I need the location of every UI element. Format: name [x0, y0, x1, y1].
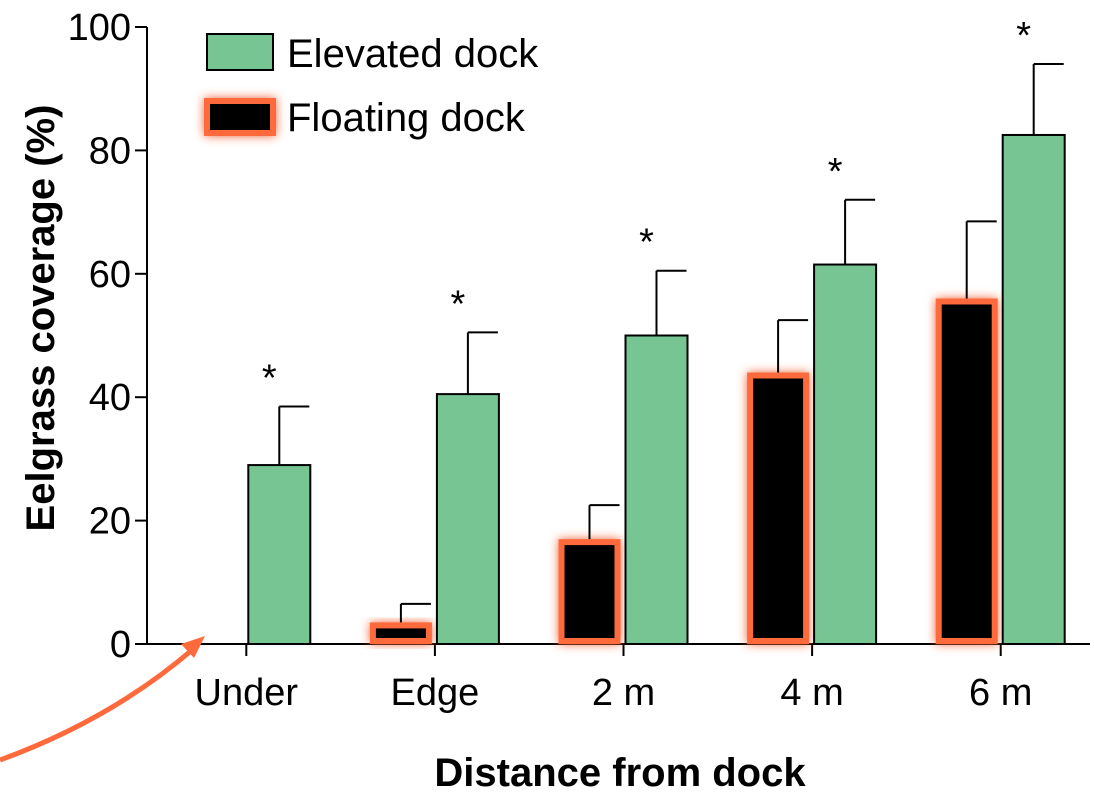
error-bars: [278, 63, 1064, 623]
significance-star: *: [451, 283, 466, 325]
y-tick-label: 40: [89, 377, 131, 419]
significance-star: *: [639, 222, 654, 264]
significance-star: *: [1016, 15, 1031, 57]
y-tick-label: 60: [89, 254, 131, 296]
legend: Elevated dock Floating dock: [204, 32, 539, 140]
x-axis-title: Distance from dock: [434, 751, 806, 792]
bar-floating: [369, 622, 432, 645]
y-tick-label: 80: [89, 130, 131, 172]
significance-markers: * * * * *: [262, 15, 1031, 399]
legend-swatch-floating: [204, 98, 276, 136]
arrow-line: [0, 648, 194, 763]
significance-star: *: [262, 357, 277, 399]
bar-elevated: [624, 334, 689, 645]
bar-elevated: [435, 393, 500, 645]
bars: [247, 133, 1066, 645]
x-tick-label: Edge: [391, 672, 480, 714]
y-tick-label: 100: [68, 7, 131, 49]
x-tick-label: Under: [195, 672, 299, 714]
legend-label-elevated: Elevated dock: [287, 32, 539, 76]
legend-label-floating: Floating dock: [287, 96, 526, 140]
bar-floating: [747, 372, 810, 644]
x-tick-label: 4 m: [780, 672, 843, 714]
arrow-head: [181, 636, 205, 658]
legend-swatch-elevated: [206, 33, 274, 71]
bar-elevated: [1001, 133, 1066, 645]
y-tick-label: 0: [110, 624, 131, 666]
x-tick-labels: Under Edge 2 m 4 m 6 m: [195, 672, 1033, 714]
bar-elevated: [247, 464, 312, 645]
y-tick-labels: 0 20 40 60 80 100: [68, 7, 131, 666]
y-axis-title: Eelgrass coverage (%): [19, 105, 63, 532]
y-tick-label: 20: [89, 501, 131, 543]
significance-star: *: [828, 151, 843, 193]
bar-elevated: [813, 263, 878, 645]
callout-arrow: [0, 636, 205, 763]
x-tick-label: 2 m: [592, 672, 655, 714]
bar-floating: [558, 539, 621, 644]
x-tick-label: 6 m: [969, 672, 1032, 714]
bar-floating: [935, 298, 998, 644]
